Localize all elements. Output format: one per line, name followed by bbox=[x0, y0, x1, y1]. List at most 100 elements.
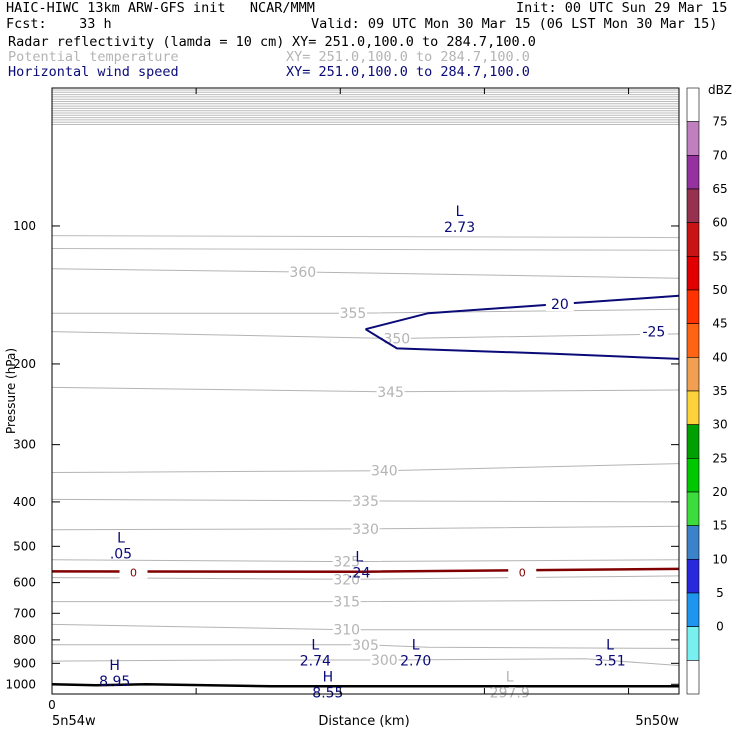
colorbar-swatch bbox=[686, 559, 700, 594]
extremum-letter: H bbox=[109, 658, 120, 674]
theta-contour-label: 305 bbox=[352, 638, 379, 654]
header-fcst: Fcst: 33 h bbox=[6, 16, 112, 32]
theta-contour-label-bg bbox=[338, 305, 367, 321]
extremum-value: 2.73 bbox=[444, 220, 475, 236]
colorbar-level: 40 bbox=[712, 350, 727, 364]
theta-contour-line bbox=[51, 331, 680, 340]
y-tick-label: 400 bbox=[13, 495, 36, 509]
theta-contour-label-bg bbox=[332, 593, 361, 609]
field-reflectivity-xy: XY= 251.0,100.0 to 284.7,100.0 bbox=[292, 34, 536, 50]
theta-contour-label: 360 bbox=[289, 265, 316, 281]
y-tick-label: 100 bbox=[13, 219, 36, 233]
extremum-value: .24 bbox=[348, 566, 370, 582]
theta-contour-label-bg bbox=[382, 330, 411, 346]
colorbar-unit: dBZ bbox=[708, 83, 732, 97]
theta-contour-label: 325 bbox=[333, 555, 360, 571]
extremum-value: 297.9 bbox=[490, 685, 530, 701]
colorbar-level: 70 bbox=[712, 148, 727, 162]
extremum-value: .05 bbox=[110, 546, 132, 562]
colorbar-level: 35 bbox=[712, 384, 727, 398]
field-wind-name: Horizontal wind speed bbox=[8, 64, 179, 80]
dbz-contour-line bbox=[51, 567, 680, 573]
upper-theta-line bbox=[51, 235, 680, 239]
extremum-letter: H bbox=[323, 669, 334, 685]
theta-contour-label: 350 bbox=[383, 331, 410, 347]
extremum-letter: L bbox=[606, 638, 614, 654]
colorbar-swatch bbox=[686, 155, 700, 190]
colorbar-swatch bbox=[686, 256, 700, 291]
theta-contour-line bbox=[51, 658, 680, 666]
x-left-label: 5n54w bbox=[52, 714, 96, 729]
field-wind-xy: XY= 251.0,100.0 to 284.7,100.0 bbox=[286, 64, 530, 80]
y-tick-label: 600 bbox=[13, 576, 36, 590]
colorbar-level: 75 bbox=[712, 115, 727, 129]
upper-theta-line bbox=[51, 248, 680, 251]
theta-contour-label-bg bbox=[351, 492, 380, 508]
theta-contour-line bbox=[52, 644, 680, 649]
dbz-contour-label-bg bbox=[508, 563, 537, 579]
theta-contour-label-bg bbox=[370, 651, 399, 667]
upper-theta-lines bbox=[51, 89, 680, 251]
theta-contour-label-bg bbox=[332, 621, 361, 637]
wind-contour-label: 20 bbox=[551, 297, 569, 313]
theta-contour-line bbox=[51, 623, 679, 631]
colorbar-swatch bbox=[686, 222, 700, 257]
wind-contours: 20 -25 bbox=[364, 294, 680, 360]
colorbar-swatch bbox=[686, 357, 700, 392]
y-tick-label: 200 bbox=[13, 357, 36, 371]
extremum-value: 8.95 bbox=[99, 674, 130, 690]
wind-contour-label-bg bbox=[545, 296, 574, 312]
dbz-contour-label: 0 bbox=[519, 567, 526, 580]
theta-contour-label: 310 bbox=[333, 623, 360, 639]
colorbar-swatch bbox=[686, 424, 700, 459]
colorbar-swatch bbox=[686, 491, 700, 526]
extremum-letter: L bbox=[311, 638, 319, 654]
colorbar-swatch bbox=[686, 87, 700, 122]
wind-contour-label: -25 bbox=[642, 325, 665, 341]
header-valid: Valid: 09 UTC Mon 30 Mar 15 (06 LST Mon … bbox=[311, 16, 718, 32]
field-reflectivity-name: Radar reflectivity (lamda = 10 cm) bbox=[8, 34, 285, 50]
extremum-letter: L bbox=[456, 204, 464, 220]
wind-contour-line bbox=[364, 328, 680, 360]
plot-frame bbox=[51, 87, 680, 695]
surface-pressure-line bbox=[51, 683, 679, 688]
colorbar-level: 25 bbox=[712, 451, 727, 465]
x-axis-ticks bbox=[51, 88, 630, 694]
theta-contour-label: 345 bbox=[377, 385, 404, 401]
y-tick-label: 1000 bbox=[5, 677, 36, 691]
y-tick-label: 700 bbox=[13, 606, 36, 620]
colorbar-swatch bbox=[686, 289, 700, 324]
theta-contour-line bbox=[51, 386, 680, 393]
theta-contour-label: 340 bbox=[371, 464, 398, 480]
theta-contour-label-bg bbox=[376, 383, 405, 399]
surface-line bbox=[51, 683, 679, 688]
colorbar-level: 45 bbox=[712, 317, 727, 331]
theta-contour-label-bg bbox=[351, 636, 380, 652]
extremum-value: 8.55 bbox=[312, 685, 343, 701]
theta-contour-line bbox=[51, 268, 680, 279]
wind-contour-label-bg bbox=[639, 323, 668, 339]
extremum-value: 2.74 bbox=[300, 654, 331, 670]
extremum-value: 3.51 bbox=[594, 654, 625, 670]
colorbar-level: 0 bbox=[716, 620, 724, 634]
theta-contour-label-bg bbox=[370, 462, 399, 478]
theta-contour-label: 315 bbox=[333, 595, 360, 611]
colorbar-level: 30 bbox=[712, 418, 727, 432]
field-theta-name: Potential temperature bbox=[8, 49, 179, 65]
theta-contour-label: 330 bbox=[352, 522, 379, 538]
extremum-value: 2.70 bbox=[400, 654, 431, 670]
x-axis-label: Distance (km) bbox=[318, 714, 409, 729]
colorbar-swatch bbox=[686, 626, 700, 661]
colorbar-swatch bbox=[686, 188, 700, 223]
colorbar-level: 60 bbox=[712, 216, 727, 230]
extremum-letter: L bbox=[506, 669, 514, 685]
extremum-letter: L bbox=[355, 550, 363, 566]
theta-contour-label-bg bbox=[332, 553, 361, 569]
y-tick-label: 800 bbox=[13, 633, 36, 647]
